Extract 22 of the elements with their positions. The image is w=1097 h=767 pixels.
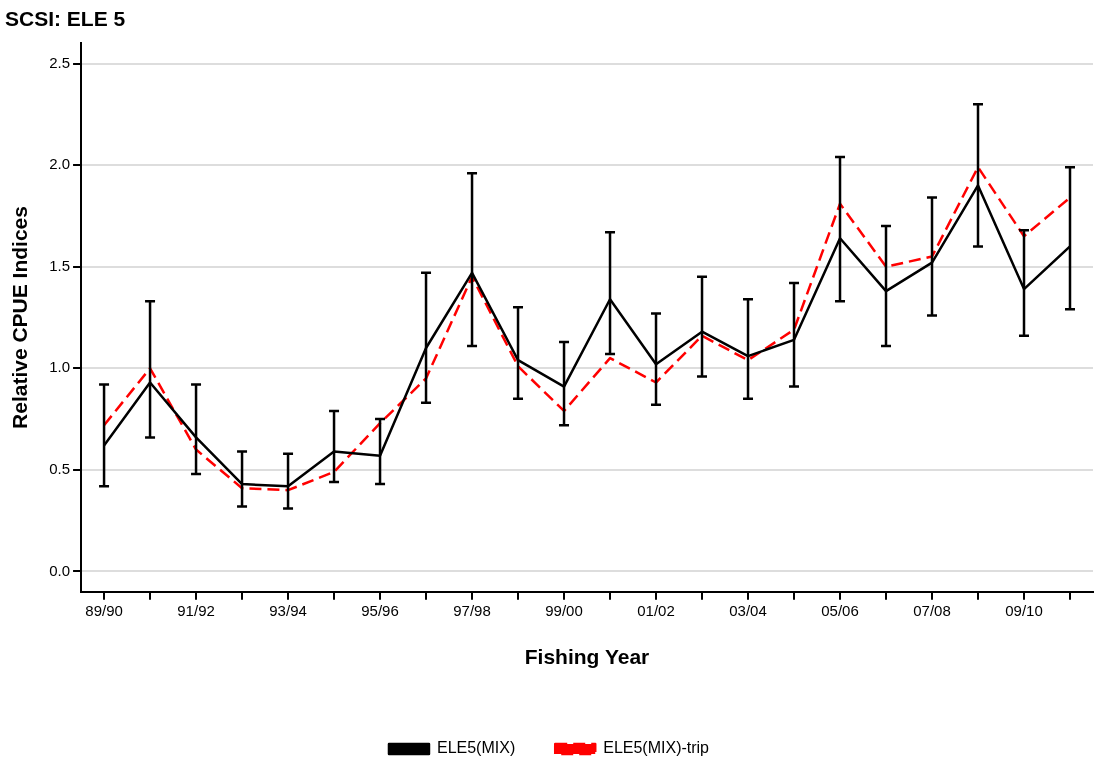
x-tick-label: 09/10 bbox=[1005, 601, 1043, 619]
chart-title: SCSI: ELE 5 bbox=[5, 7, 126, 31]
legend-label: ELE5(MIX)-trip bbox=[603, 739, 710, 757]
x-tick-label: 99/00 bbox=[545, 601, 583, 619]
y-tick-label: 0.5 bbox=[49, 460, 71, 478]
legend-label: ELE5(MIX) bbox=[436, 739, 516, 757]
x-axis-title: Fishing Year bbox=[524, 645, 650, 669]
x-tick-label: 07/08 bbox=[913, 601, 951, 619]
y-tick-label: 0.0 bbox=[49, 561, 71, 579]
y-tick-label: 2.5 bbox=[49, 53, 71, 71]
y-tick-label: 1.5 bbox=[49, 256, 71, 274]
x-tick-label: 91/92 bbox=[177, 601, 215, 619]
x-tick-label: 95/96 bbox=[361, 601, 399, 619]
x-tick-label: 89/90 bbox=[85, 601, 123, 619]
x-tick-label: 97/98 bbox=[453, 601, 491, 619]
x-tick-label: 93/94 bbox=[269, 601, 307, 619]
y-tick-label: 1.0 bbox=[49, 358, 71, 376]
x-tick-label: 03/04 bbox=[729, 601, 767, 619]
y-axis-title: Relative CPUE Indices bbox=[8, 206, 32, 429]
x-tick-label: 05/06 bbox=[821, 601, 859, 619]
x-tick-label: 01/02 bbox=[637, 601, 675, 619]
y-tick-label: 2.0 bbox=[49, 155, 71, 173]
